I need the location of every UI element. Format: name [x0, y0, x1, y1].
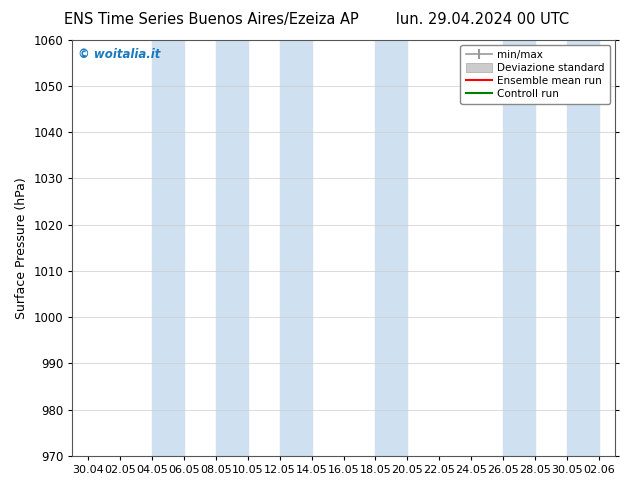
Legend: min/max, Deviazione standard, Ensemble mean run, Controll run: min/max, Deviazione standard, Ensemble m…	[460, 45, 610, 104]
Bar	[152, 40, 184, 456]
Y-axis label: Surface Pressure (hPa): Surface Pressure (hPa)	[15, 177, 28, 318]
Bar	[216, 40, 248, 456]
Text: © woitalia.it: © woitalia.it	[78, 48, 160, 61]
Bar	[375, 40, 408, 456]
Bar	[567, 40, 599, 456]
Bar	[280, 40, 312, 456]
Bar	[503, 40, 535, 456]
Text: ENS Time Series Buenos Aires/Ezeiza AP        lun. 29.04.2024 00 UTC: ENS Time Series Buenos Aires/Ezeiza AP l…	[65, 12, 569, 27]
